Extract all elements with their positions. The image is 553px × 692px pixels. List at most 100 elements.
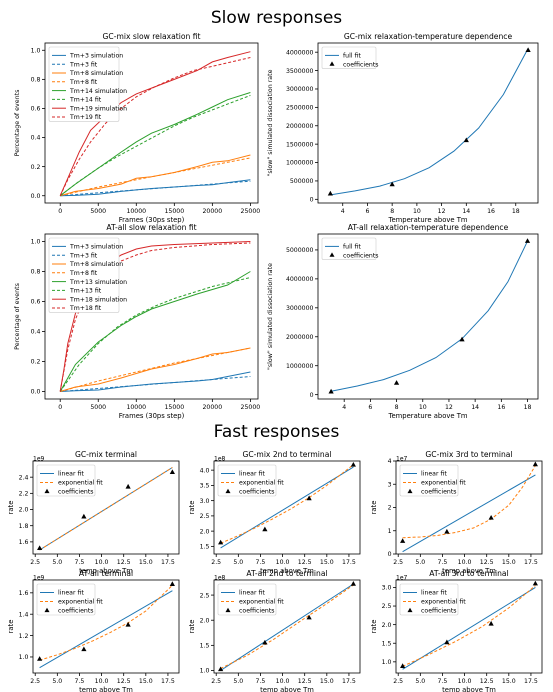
x-tick-label: 7.5 <box>256 559 266 566</box>
chart-title: GC-mix relaxation-temperature dependence <box>344 32 513 41</box>
axis-multiplier: 1e9 <box>33 456 45 463</box>
legend-box <box>321 46 377 69</box>
chart-9: AT-all 3rd to terminal 2.5 5.0 7.5 10.0 12.5 1… <box>370 569 543 692</box>
x-tick-label: 17.5 <box>524 678 538 685</box>
x-tick-label: 15000 <box>164 404 184 411</box>
chart-0: GC-mix slow relaxation fit 0 5000 10000 1500… <box>14 32 260 224</box>
x-tick-label: 6 <box>368 404 372 411</box>
plot-frame <box>32 579 180 674</box>
legend-box <box>217 464 277 497</box>
series-line-1 <box>39 467 173 551</box>
x-axis-label: temp above Tm <box>79 686 133 692</box>
y-tick-label: 5000000 <box>286 247 314 254</box>
data-point-marker <box>400 538 406 543</box>
data-point-marker <box>532 461 538 467</box>
y-tick-label: 2.0 <box>200 617 210 624</box>
x-tick-label: 0 <box>58 208 62 215</box>
x-tick-label: 10.0 <box>276 559 290 566</box>
x-tick-label: 17.5 <box>342 559 356 566</box>
x-tick-label: 10.0 <box>95 559 109 566</box>
series-line-0 <box>402 586 536 670</box>
y-axis-label: rate <box>188 620 196 634</box>
y-tick-label: 0.6 <box>31 299 41 306</box>
x-tick-label: 10000 <box>126 404 146 411</box>
data-point-marker <box>463 137 469 143</box>
data-point-marker <box>350 581 356 586</box>
chart-title: AT-all slow relaxation fit <box>106 223 196 232</box>
series-line-1 <box>402 585 536 667</box>
y-tick-label: 2 <box>388 505 392 512</box>
data-point-marker <box>262 526 268 532</box>
x-tick-label: 2.5 <box>211 559 221 566</box>
y-tick-label: 1000000 <box>286 363 314 370</box>
data-point-marker <box>488 620 494 626</box>
plot-frame <box>213 579 361 674</box>
x-tick-label: 8 <box>395 404 399 411</box>
legend-box <box>36 583 96 616</box>
y-axis-label: rate <box>370 620 378 634</box>
legend-label: coefficients <box>421 489 456 496</box>
y-tick-label: 1.6 <box>19 539 29 546</box>
x-axis-label: temp above Tm <box>442 686 496 692</box>
x-tick-label: 10 <box>419 404 427 411</box>
chart-title: AT-all terminal <box>79 569 133 578</box>
data-point-marker <box>532 580 538 586</box>
y-axis-label: "slow" simulated dissociation rate <box>267 263 274 370</box>
x-tick-label: 12.5 <box>117 678 131 685</box>
legend-label: coefficients <box>343 61 378 68</box>
chart-title: GC-mix 2nd to terminal <box>243 450 332 459</box>
legend-label: exponential fit <box>421 480 466 487</box>
x-tick-label: 20000 <box>203 404 223 411</box>
legend-label: Tm+8 simulation <box>69 70 123 77</box>
y-tick-label: 3.0 <box>200 498 210 505</box>
y-axis-label: rate <box>7 620 15 634</box>
legend-label: coefficients <box>58 489 93 496</box>
y-tick-label: 1.0 <box>19 654 29 661</box>
series-line-2 <box>60 347 251 392</box>
y-tick-label: 2.5 <box>382 603 392 610</box>
y-tick-label: 1.5 <box>382 640 392 647</box>
axis-multiplier: 1e9 <box>33 575 45 582</box>
x-axis-label: Temperature above Tm <box>388 216 468 224</box>
axis-multiplier: 1e8 <box>214 456 226 463</box>
data-point-marker <box>389 181 395 187</box>
y-tick-label: 0.0 <box>31 193 41 200</box>
y-axis-label: rate <box>370 501 378 515</box>
x-tick-label: 5.0 <box>233 678 243 685</box>
data-point-marker <box>459 336 465 342</box>
y-tick-label: 1.6 <box>19 590 29 597</box>
legend-label: Tm+14 fit <box>69 97 102 104</box>
x-tick-label: 25000 <box>241 208 261 215</box>
y-tick-label: 3000000 <box>286 305 314 312</box>
y-tick-label: 3.5 <box>200 483 210 490</box>
y-tick-label: 1.5 <box>200 643 210 650</box>
series-line-0 <box>60 179 251 197</box>
legend-label: Tm+13 simulation <box>69 279 127 286</box>
x-tick-label: 6 <box>365 208 369 215</box>
y-tick-label: 3000000 <box>286 86 314 93</box>
y-tick-label: 1 <box>388 528 392 535</box>
data-point-marker <box>306 614 312 620</box>
series-line-0 <box>220 466 354 549</box>
y-tick-label: 1.5 <box>200 544 210 551</box>
x-tick-label: 12.5 <box>298 678 312 685</box>
y-axis-label: Percentage of events <box>14 283 21 350</box>
data-point-marker <box>328 388 334 394</box>
series-line-3 <box>60 347 251 392</box>
y-tick-label: 2.0 <box>200 528 210 535</box>
x-tick-label: 2.5 <box>211 678 221 685</box>
data-point-marker <box>218 666 224 672</box>
y-axis-label: rate <box>188 501 196 515</box>
x-tick-label: 12.5 <box>480 678 494 685</box>
legend-label: linear fit <box>58 471 84 478</box>
data-point-marker <box>169 469 175 475</box>
x-tick-label: 10.0 <box>458 678 472 685</box>
data-point-marker <box>524 238 531 243</box>
plot-frame <box>32 460 180 555</box>
legend-marker <box>407 488 413 494</box>
series-line-1 <box>220 464 354 544</box>
x-tick-label: 18 <box>524 404 532 411</box>
series-line-0 <box>39 590 173 669</box>
y-tick-label: 0.8 <box>31 77 41 84</box>
x-tick-label: 8 <box>390 208 394 215</box>
